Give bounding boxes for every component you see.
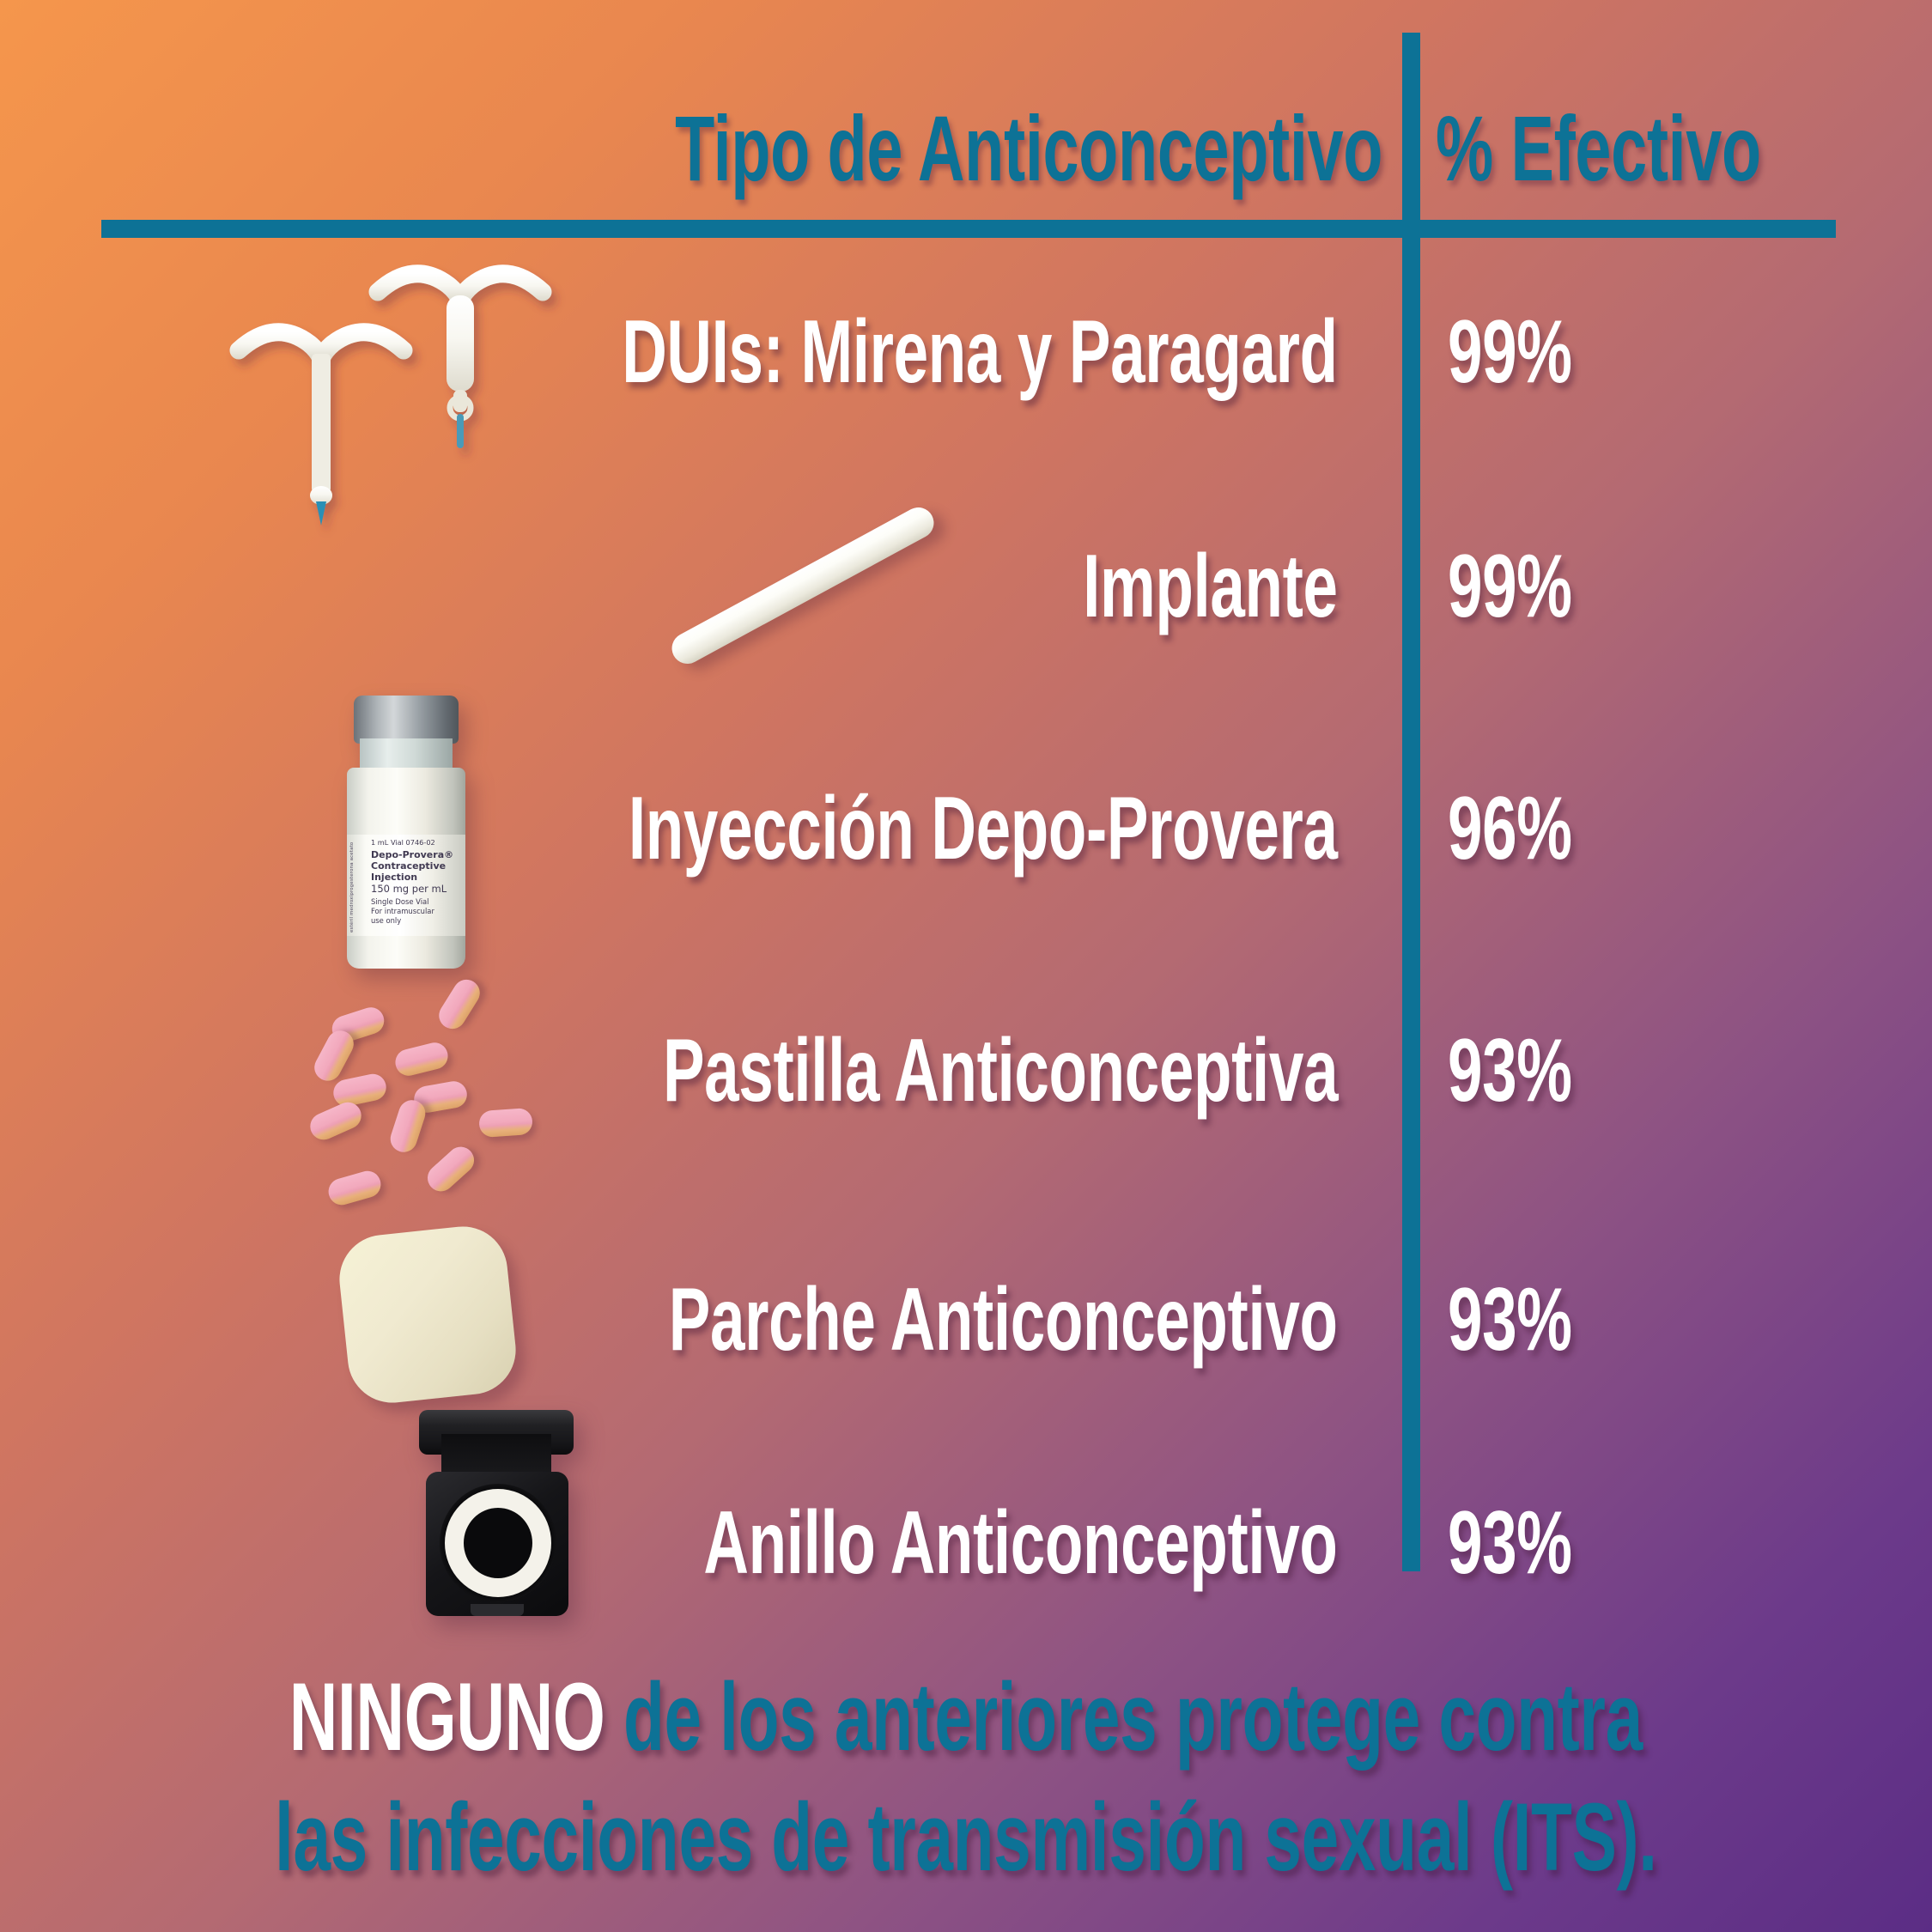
method-label: Implante: [1083, 537, 1338, 636]
table-row-label-4: Parche Anticonceptivo: [0, 1264, 1357, 1376]
table-row-percent-2: 96%: [1448, 773, 1929, 884]
table-row-label-3: Pastilla Anticonceptiva: [0, 1015, 1357, 1127]
method-label: Parche Anticonceptivo: [669, 1270, 1338, 1370]
column-header-effectiveness: % Efectivo: [1436, 101, 1917, 196]
vial-body: estéril medroxiprogesterona acetato 1 mL…: [347, 768, 465, 969]
method-label: DUIs: Mirena y Paragard: [622, 302, 1339, 402]
footer-line-2-text: las infecciones de transmisión sexual (I…: [275, 1783, 1657, 1891]
table-row-label-0: DUIs: Mirena y Paragard: [0, 296, 1357, 408]
table-row-label-5: Anillo Anticonceptivo: [0, 1487, 1357, 1599]
vial-label-line7: For intramuscular: [371, 907, 434, 915]
vial-label-line4: Injection: [371, 872, 418, 883]
column-header-effectiveness-label: % Efectivo: [1436, 96, 1761, 200]
footer-note: NINGUNO de los anteriores protege contra…: [0, 1657, 1932, 1915]
vial-label-line3: Contraceptive: [371, 860, 447, 872]
vial-label-line8: use only: [371, 916, 402, 925]
footer-line-1-rest: de los anteriores protege contra: [623, 1663, 1643, 1771]
method-label: Pastilla Anticonceptiva: [662, 1021, 1339, 1121]
footer-line-2: las infecciones de transmisión sexual (I…: [0, 1777, 1932, 1898]
percent-value: 99%: [1448, 302, 1572, 402]
percent-value: 93%: [1448, 1270, 1572, 1370]
method-label: Anillo Anticonceptivo: [703, 1493, 1339, 1593]
vial-label-line6: Single Dose Vial: [371, 897, 429, 906]
table-row-label-1: Implante: [0, 531, 1357, 642]
table-row-label-2: Inyección Depo-Provera: [0, 773, 1357, 884]
header-horizontal-rule: [101, 220, 1836, 238]
percent-value: 93%: [1448, 1021, 1572, 1121]
table-row-percent-4: 93%: [1448, 1264, 1929, 1376]
footer-line-1: NINGUNO de los anteriores protege contra: [0, 1657, 1932, 1777]
pill: [422, 1141, 480, 1197]
table-row-percent-5: 93%: [1448, 1487, 1929, 1599]
method-label: Inyección Depo-Provera: [629, 779, 1338, 878]
table-row-percent-3: 93%: [1448, 1015, 1929, 1127]
vial-label: estéril medroxiprogesterona acetato 1 mL…: [347, 835, 465, 936]
vial-label-line5: 150 mg per mL: [371, 883, 447, 895]
iud-icon: [215, 258, 575, 541]
vial-label-line1: 1 mL Vial 0746-02: [371, 838, 435, 847]
table-row-percent-0: 99%: [1448, 296, 1929, 408]
vial-cap: [354, 696, 459, 744]
ring-case-notch: [471, 1604, 524, 1616]
column-vertical-divider: [1402, 33, 1420, 1571]
vial-label-line2: Depo-Provera®: [371, 849, 454, 860]
column-header-method-label: Tipo de Anticonceptivo: [675, 96, 1382, 200]
table-row-percent-1: 99%: [1448, 531, 1929, 642]
percent-value: 99%: [1448, 537, 1572, 636]
percent-value: 93%: [1448, 1493, 1572, 1593]
vial-icon: estéril medroxiprogesterona acetato 1 mL…: [333, 696, 479, 970]
ring-case-hinge: [441, 1434, 551, 1479]
percent-value: 96%: [1448, 779, 1572, 878]
ring-icon: [388, 1400, 603, 1640]
vial-neck: [360, 738, 453, 773]
pill: [325, 1168, 385, 1208]
footer-emphasis: NINGUNO: [289, 1663, 605, 1771]
column-header-method: Tipo de Anticonceptivo: [0, 101, 1382, 196]
